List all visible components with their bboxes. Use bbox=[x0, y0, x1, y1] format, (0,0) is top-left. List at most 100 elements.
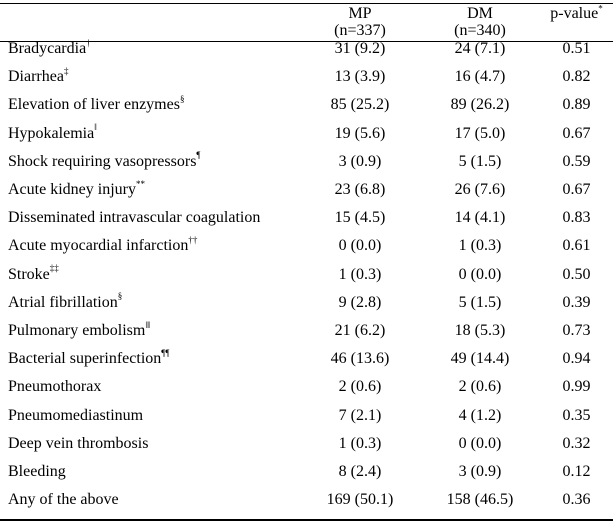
table-row: Acute myocardial infarction†† 0 (0.0) 1 (0… bbox=[0, 235, 613, 257]
mp-value: 19 (5.6) bbox=[334, 124, 386, 142]
mp-value: 1 (0.3) bbox=[338, 265, 382, 283]
table-row: Pulmonary embolism‖‖ 21 (6.2) 18 (5.3) 0.73 bbox=[0, 320, 613, 342]
dm-value: 0 (0.0) bbox=[458, 265, 502, 283]
mp-value: 46 (13.6) bbox=[330, 350, 390, 368]
row-label-text: Elevation of liver enzymes bbox=[8, 96, 180, 114]
row-footnote-mark: § bbox=[179, 94, 185, 105]
mp-value: 23 (6.8) bbox=[334, 181, 386, 198]
row-label: Stroke‡‡ bbox=[8, 264, 59, 286]
row-label-text: Pneumothorax bbox=[8, 378, 102, 396]
table-row: Bleeding 8 (2.4) 3 (0.9) 0.12 bbox=[0, 461, 613, 483]
table-row: Deep vein thrombosis 1 (0.3) 0 (0.0) 0.32 bbox=[0, 433, 613, 455]
column-header-p-footnote-mark: * bbox=[598, 3, 603, 14]
row-label-text: Diarrhea bbox=[8, 68, 64, 86]
column-header-mp-n: (n=337) bbox=[334, 22, 386, 39]
mp-value: 2 (0.6) bbox=[338, 378, 382, 396]
p-value: 0.82 bbox=[562, 68, 591, 86]
row-label: Diarrhea‡ bbox=[8, 66, 68, 88]
row-footnote-mark: § bbox=[117, 291, 123, 302]
dm-value: 3 (0.9) bbox=[458, 463, 502, 480]
table-row: Atrial fibrillation§ 9 (2.8) 5 (1.5) 0.39 bbox=[0, 292, 613, 314]
row-footnote-mark: ‡‡ bbox=[49, 263, 59, 274]
row-label: Acute kidney injury** bbox=[8, 179, 145, 201]
p-value: 0.89 bbox=[562, 96, 591, 114]
mp-value: 3 (0.9) bbox=[338, 152, 382, 170]
table-row: Any of the above 169 (50.1) 158 (46.5) 0.36 bbox=[0, 489, 613, 511]
column-header-dm-n: (n=340) bbox=[454, 22, 506, 39]
row-footnote-mark: ¶ bbox=[196, 150, 201, 161]
row-footnote-mark: ‡ bbox=[63, 65, 69, 76]
table-row: Bradycardia† 31 (9.2) 24 (7.1) 0.51 bbox=[0, 38, 613, 60]
mp-value: 9 (2.8) bbox=[338, 293, 382, 311]
table-row: Hypokalemia‖ 19 (5.6) 17 (5.0) 0.67 bbox=[0, 123, 613, 145]
row-label-text: Deep vein thrombosis bbox=[8, 434, 149, 452]
row-footnote-mark: † bbox=[86, 37, 91, 48]
row-label-text: Acute myocardial infarction bbox=[8, 237, 189, 255]
row-label: Acute myocardial infarction†† bbox=[8, 235, 197, 257]
mp-value: 21 (6.2) bbox=[334, 322, 386, 339]
row-label-text: Atrial fibrillation bbox=[8, 293, 118, 311]
dm-value: 26 (7.6) bbox=[454, 181, 506, 198]
row-label: Elevation of liver enzymes§ bbox=[8, 94, 184, 116]
column-header-mp-label: MP bbox=[348, 5, 372, 22]
row-label-text: Shock requiring vasopressors bbox=[8, 152, 197, 170]
row-label: Any of the above bbox=[8, 489, 119, 511]
row-footnote-mark: ‖ bbox=[94, 122, 97, 133]
mp-value: 0 (0.0) bbox=[338, 237, 382, 255]
p-value: 0.36 bbox=[562, 491, 591, 509]
p-value: 0.67 bbox=[562, 124, 591, 142]
dm-value: 1 (0.3) bbox=[458, 237, 502, 255]
table-row: Diarrhea‡ 13 (3.9) 16 (4.7) 0.82 bbox=[0, 66, 613, 88]
row-label: Shock requiring vasopressors¶ bbox=[8, 151, 201, 173]
row-label: Hypokalemia‖ bbox=[8, 123, 97, 145]
row-footnote-mark: ‖‖ bbox=[145, 319, 151, 330]
table-row: Bacterial superinfection¶¶ 46 (13.6) 49 (1… bbox=[0, 348, 613, 370]
row-footnote-mark: ¶¶ bbox=[161, 347, 170, 358]
p-value: 0.51 bbox=[562, 40, 591, 57]
mp-value: 8 (2.4) bbox=[338, 463, 382, 480]
row-label-text: Bacterial superinfection bbox=[8, 350, 162, 368]
column-header-mp: MP (n=337) bbox=[300, 5, 420, 39]
dm-value: 158 (46.5) bbox=[446, 491, 514, 509]
dm-value: 89 (26.2) bbox=[450, 96, 510, 114]
row-label-text: Pulmonary embolism bbox=[8, 322, 146, 339]
row-label: Disseminated intravascular coagulation bbox=[8, 207, 260, 229]
dm-value: 14 (4.1) bbox=[454, 209, 506, 227]
dm-value: 49 (14.4) bbox=[450, 350, 510, 368]
p-value: 0.67 bbox=[562, 181, 591, 198]
table-row: Disseminated intravascular coagulation 15… bbox=[0, 207, 613, 229]
row-label-text: Acute kidney injury bbox=[8, 181, 136, 198]
row-footnote-mark: ** bbox=[135, 178, 145, 189]
mp-value: 85 (25.2) bbox=[330, 96, 390, 114]
row-label: Bradycardia† bbox=[8, 38, 91, 60]
column-header-p-value: p-value* bbox=[540, 3, 613, 22]
mp-value: 7 (2.1) bbox=[338, 406, 382, 424]
row-label-text: Hypokalemia bbox=[8, 124, 95, 142]
dm-value: 16 (4.7) bbox=[454, 68, 506, 86]
row-label-text: Disseminated intravascular coagulation bbox=[8, 209, 261, 227]
table-row: Pneumothorax 2 (0.6) 2 (0.6) 0.99 bbox=[0, 376, 613, 398]
table-row: Pneumomediastinum 7 (2.1) 4 (1.2) 0.35 bbox=[0, 405, 613, 427]
table-row: Elevation of liver enzymes§ 85 (25.2) 89 (… bbox=[0, 94, 613, 116]
p-value: 0.59 bbox=[562, 152, 591, 170]
dm-value: 2 (0.6) bbox=[458, 378, 502, 396]
p-value: 0.39 bbox=[562, 293, 591, 311]
p-value: 0.50 bbox=[562, 265, 591, 283]
table-top-rule bbox=[0, 3, 613, 4]
p-value: 0.99 bbox=[562, 378, 591, 396]
table-row: Stroke‡‡ 1 (0.3) 0 (0.0) 0.50 bbox=[0, 264, 613, 286]
dm-value: 5 (1.5) bbox=[458, 152, 502, 170]
row-label: Bleeding bbox=[8, 461, 66, 483]
column-header-dm: DM (n=340) bbox=[420, 5, 540, 39]
mp-value: 1 (0.3) bbox=[338, 434, 382, 452]
row-label: Bacterial superinfection¶¶ bbox=[8, 348, 169, 370]
row-label: Pneumothorax bbox=[8, 376, 101, 398]
p-value: 0.35 bbox=[562, 406, 591, 424]
row-label: Deep vein thrombosis bbox=[8, 433, 148, 455]
column-header-p-label: p-value bbox=[550, 5, 599, 22]
row-label: Atrial fibrillation§ bbox=[8, 292, 122, 314]
table-row: Shock requiring vasopressors¶ 3 (0.9) 5 (1… bbox=[0, 151, 613, 173]
column-header-dm-label: DM bbox=[467, 5, 493, 22]
dm-value: 5 (1.5) bbox=[458, 293, 502, 311]
